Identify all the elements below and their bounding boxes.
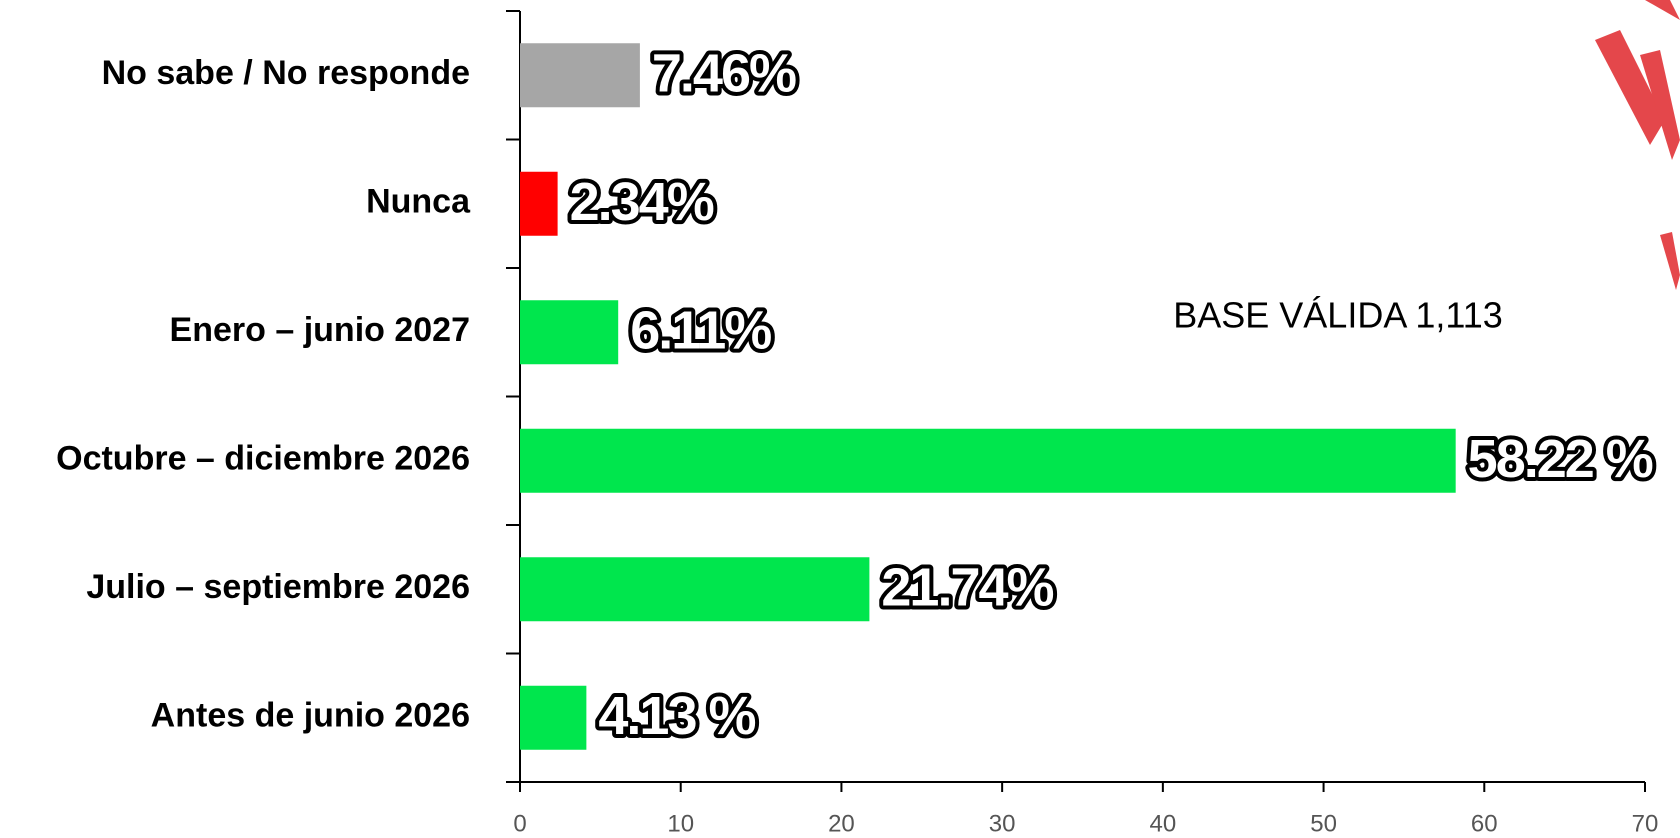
x-tick-label: 10 xyxy=(667,810,694,837)
value-label: 58.22 % xyxy=(1468,429,1653,489)
category-label: Enero – junio 2027 xyxy=(170,311,470,349)
x-tick-label: 60 xyxy=(1471,810,1498,837)
x-tick-label: 20 xyxy=(828,810,855,837)
value-label: 7.46% xyxy=(652,44,796,104)
annotation: BASE VÁLIDA 1,113 xyxy=(1173,295,1503,336)
x-tick-label: 50 xyxy=(1310,810,1337,837)
bar xyxy=(520,43,640,108)
bar xyxy=(520,171,558,236)
value-label: 6.11% xyxy=(630,301,771,361)
decoration xyxy=(1595,0,1680,290)
bar xyxy=(520,428,1456,493)
x-tick-label: 30 xyxy=(989,810,1016,837)
bar xyxy=(520,557,870,622)
value-label: 4.13 % xyxy=(598,686,755,746)
category-label: No sabe / No responde xyxy=(102,54,470,92)
category-label: Antes de junio 2026 xyxy=(151,697,470,735)
category-label: Julio – septiembre 2026 xyxy=(86,568,470,606)
x-tick-label: 0 xyxy=(513,810,526,837)
bar xyxy=(520,300,619,365)
category-label: Octubre – diciembre 2026 xyxy=(56,440,470,478)
x-tick-label: 70 xyxy=(1632,810,1659,837)
value-label: 2.34% xyxy=(570,172,714,232)
x-tick-label: 40 xyxy=(1150,810,1177,837)
value-label: 21.74% xyxy=(881,558,1053,618)
category-label: Nunca xyxy=(366,183,471,221)
bar xyxy=(520,685,587,750)
